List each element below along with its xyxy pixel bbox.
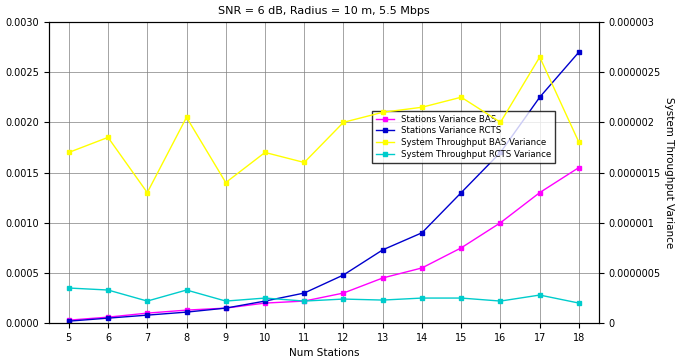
Line: System Throughput BAS Variance: System Throughput BAS Variance [67,55,581,195]
Y-axis label: System Throughput Variance: System Throughput Variance [664,97,675,248]
System Throughput RCTS Variance [575,301,583,305]
Stations Variance BAS [496,221,505,225]
Stations Variance RCTS [65,319,73,323]
Stations Variance RCTS [457,190,465,195]
System Throughput BAS Variance [339,120,347,124]
Stations Variance RCTS [143,313,152,317]
System Throughput RCTS Variance [143,299,152,303]
Stations Variance BAS [457,246,465,250]
System Throughput RCTS Variance [300,299,308,303]
Stations Variance RCTS [339,273,347,277]
System Throughput BAS Variance [104,135,112,139]
System Throughput BAS Variance [300,160,308,165]
System Throughput RCTS Variance [379,298,387,302]
Stations Variance RCTS [418,231,426,235]
X-axis label: Num Stations: Num Stations [288,348,359,359]
System Throughput RCTS Variance [496,299,505,303]
Title: SNR = 6 dB, Radius = 10 m, 5.5 Mbps: SNR = 6 dB, Radius = 10 m, 5.5 Mbps [218,5,430,16]
Stations Variance RCTS [496,150,505,155]
System Throughput BAS Variance [182,115,190,119]
Stations Variance BAS [379,276,387,280]
Stations Variance RCTS [379,248,387,252]
System Throughput BAS Variance [143,190,152,195]
Stations Variance BAS [222,306,230,310]
System Throughput RCTS Variance [222,299,230,303]
Stations Variance BAS [339,291,347,295]
System Throughput BAS Variance [418,105,426,110]
Stations Variance BAS [143,311,152,315]
System Throughput RCTS Variance [536,293,544,297]
Stations Variance RCTS [182,310,190,314]
System Throughput BAS Variance [575,140,583,145]
Stations Variance BAS [575,165,583,170]
System Throughput BAS Variance [536,55,544,59]
Stations Variance BAS [536,190,544,195]
Legend: Stations Variance BAS, Stations Variance RCTS, System Throughput BAS Variance, S: Stations Variance BAS, Stations Variance… [372,111,555,163]
Stations Variance RCTS [300,291,308,295]
Stations Variance BAS [182,308,190,312]
System Throughput BAS Variance [222,181,230,185]
System Throughput BAS Variance [261,150,269,155]
System Throughput RCTS Variance [104,288,112,292]
System Throughput BAS Variance [496,120,505,124]
System Throughput RCTS Variance [182,288,190,292]
Stations Variance RCTS [575,50,583,54]
Stations Variance RCTS [222,306,230,310]
Stations Variance BAS [261,301,269,305]
Stations Variance RCTS [536,95,544,99]
Stations Variance RCTS [261,299,269,303]
Line: Stations Variance BAS: Stations Variance BAS [67,165,581,323]
System Throughput BAS Variance [457,95,465,99]
Stations Variance BAS [300,299,308,303]
Stations Variance BAS [418,266,426,270]
Stations Variance BAS [65,318,73,323]
System Throughput RCTS Variance [261,296,269,300]
Stations Variance RCTS [104,316,112,320]
System Throughput RCTS Variance [418,296,426,300]
System Throughput RCTS Variance [457,296,465,300]
System Throughput RCTS Variance [65,286,73,290]
Stations Variance BAS [104,315,112,319]
Line: Stations Variance RCTS: Stations Variance RCTS [67,50,581,324]
System Throughput BAS Variance [65,150,73,155]
System Throughput BAS Variance [379,110,387,114]
System Throughput RCTS Variance [339,297,347,301]
Line: System Throughput RCTS Variance: System Throughput RCTS Variance [67,286,581,305]
